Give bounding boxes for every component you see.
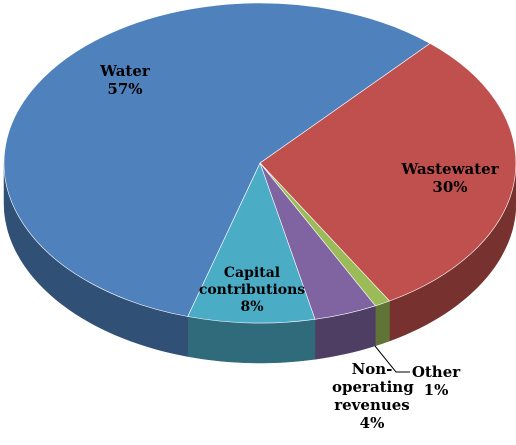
- slice-side: [187, 316, 316, 364]
- category-name: Wastewater: [401, 160, 499, 178]
- value-label: 8%: [240, 299, 264, 315]
- slice-label: Capital contributions 8%: [192, 265, 312, 316]
- value-label: 4%: [359, 414, 385, 432]
- slice-side: [375, 300, 390, 347]
- slice-label: Water 57%: [85, 62, 165, 98]
- category-name: Other: [411, 363, 461, 381]
- slice: [3, 2, 431, 317]
- value-label: 57%: [107, 80, 143, 98]
- slice-label: Wastewater 30%: [390, 160, 510, 196]
- value-label: 1%: [423, 381, 449, 399]
- category-name: Capital contributions: [198, 265, 306, 298]
- slice: [187, 162, 316, 324]
- slice-label: Non-operating revenues 4%: [332, 360, 414, 432]
- slice-label: Other 1%: [406, 363, 466, 399]
- value-label: 30%: [432, 178, 468, 196]
- leader-line: [374, 345, 410, 373]
- category-name: Non-operating revenues: [332, 360, 414, 414]
- category-name: Water: [100, 62, 150, 80]
- slice: [259, 43, 516, 302]
